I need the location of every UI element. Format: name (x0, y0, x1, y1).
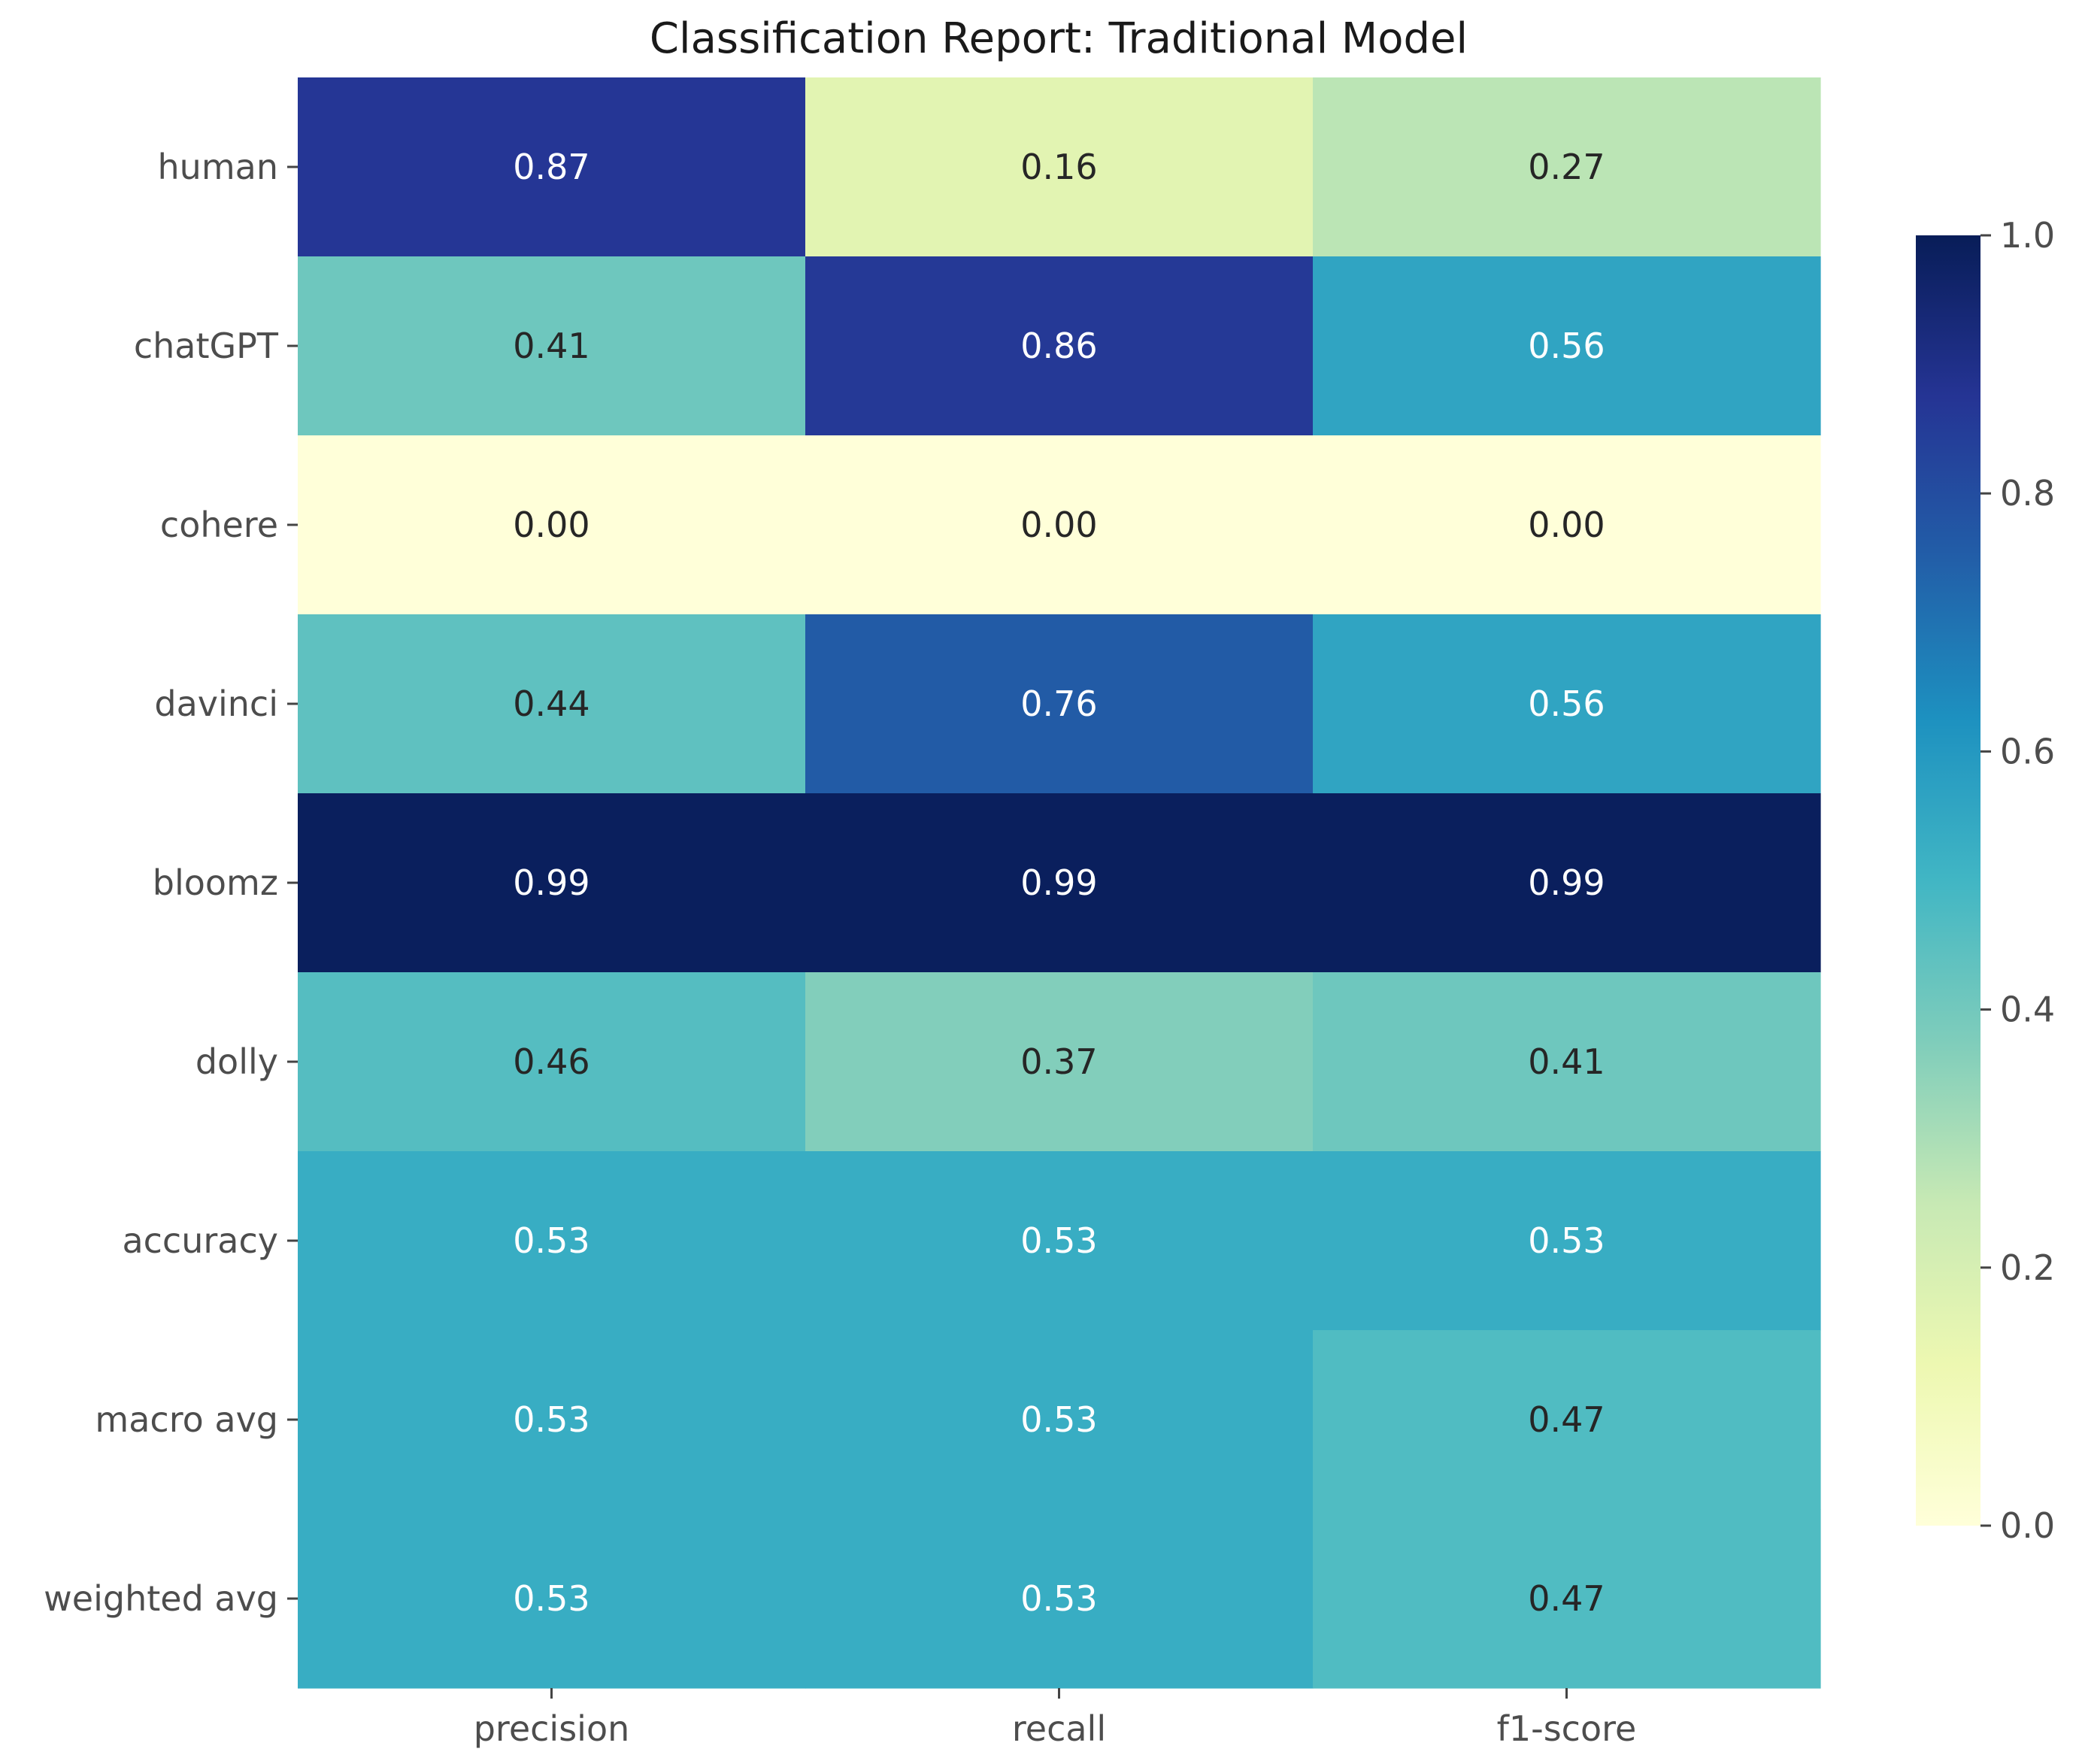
cell-weighted-avg-recall (805, 1509, 1314, 1689)
cell-value-label: 0.41 (513, 326, 589, 366)
cell-value-label: 0.87 (513, 147, 589, 187)
cell-weighted-avg-f1-score (1313, 1509, 1821, 1689)
cell-bloomz-precision (298, 793, 806, 973)
cell-human-precision (298, 77, 806, 257)
cell-bloomz-recall (805, 793, 1314, 973)
colorbar-tick-label: 0.6 (2000, 731, 2055, 771)
cell-value-label: 0.41 (1528, 1041, 1605, 1082)
cell-value-label: 0.00 (1528, 505, 1605, 545)
cell-value-label: 0.53 (1020, 1578, 1097, 1619)
colorbar-tick-label: 0.4 (2000, 990, 2055, 1030)
cell-value-label: 0.99 (1020, 862, 1097, 903)
cell-value-label: 0.56 (1528, 683, 1605, 724)
y-tick-label: cohere (160, 505, 278, 545)
cell-accuracy-recall (805, 1151, 1314, 1331)
cell-davinci-precision (298, 614, 806, 794)
chart-title: Classification Report: Traditional Model (650, 14, 1468, 63)
cell-cohere-recall (805, 435, 1314, 615)
y-tick-label: macro avg (95, 1399, 278, 1440)
cell-value-label: 0.53 (1020, 1399, 1097, 1440)
y-axis: human chatGPT cohere davinci bloomz dolly accu… (44, 147, 298, 1619)
cell-value-label: 0.00 (513, 505, 589, 545)
y-tick-label: accuracy (122, 1220, 278, 1261)
cell-annotations: 0.87 0.16 0.27 0.41 0.86 0.56 0.00 0.00 0.00 0.44… (513, 147, 1605, 1619)
heatmap-cells (298, 77, 1821, 1689)
cell-value-label: 0.99 (1528, 862, 1605, 903)
cell-value-label: 0.56 (1528, 326, 1605, 366)
cell-value-label: 0.53 (513, 1399, 589, 1440)
cell-cohere-precision (298, 435, 806, 615)
cell-davinci-recall (805, 614, 1314, 794)
cell-weighted-avg-precision (298, 1509, 806, 1689)
cell-value-label: 0.53 (513, 1220, 589, 1261)
cell-accuracy-precision (298, 1151, 806, 1331)
cell-chatGPT-f1-score (1313, 256, 1821, 436)
y-tick-label: dolly (195, 1041, 278, 1082)
colorbar-tick-label: 0.2 (2000, 1247, 2055, 1288)
cell-value-label: 0.53 (513, 1578, 589, 1619)
colorbar (1916, 235, 1980, 1526)
cell-value-label: 0.47 (1528, 1399, 1605, 1440)
cell-chatGPT-precision (298, 256, 806, 436)
cell-value-label: 0.99 (513, 862, 589, 903)
cell-macro-avg-f1-score (1313, 1330, 1821, 1510)
cell-value-label: 0.53 (1528, 1220, 1605, 1261)
cell-value-label: 0.16 (1020, 147, 1097, 187)
colorbar-ticks: 0.0 0.2 0.4 0.6 0.8 1.0 (1980, 215, 2055, 1546)
x-tick-label: f1-score (1497, 1708, 1637, 1749)
cell-accuracy-f1-score (1313, 1151, 1821, 1331)
colorbar-tick-label: 0.0 (2000, 1505, 2055, 1546)
cell-davinci-f1-score (1313, 614, 1821, 794)
cell-bloomz-f1-score (1313, 793, 1821, 973)
cell-value-label: 0.46 (513, 1041, 589, 1082)
cell-value-label: 0.76 (1020, 683, 1097, 724)
x-axis: precision recall f1-score (474, 1688, 1637, 1749)
y-tick-label: weighted avg (44, 1578, 278, 1619)
cell-dolly-precision (298, 972, 806, 1152)
cell-value-label: 0.00 (1020, 505, 1097, 545)
cell-value-label: 0.44 (513, 683, 589, 724)
cell-human-f1-score (1313, 77, 1821, 257)
cell-human-recall (805, 77, 1314, 257)
colorbar-tick-label: 0.8 (2000, 473, 2055, 514)
cell-macro-avg-precision (298, 1330, 806, 1510)
cell-chatGPT-recall (805, 256, 1314, 436)
cell-dolly-f1-score (1313, 972, 1821, 1152)
y-tick-label: chatGPT (134, 326, 279, 366)
cell-value-label: 0.37 (1020, 1041, 1097, 1082)
cell-macro-avg-recall (805, 1330, 1314, 1510)
cell-value-label: 0.47 (1528, 1578, 1605, 1619)
y-tick-label: human (158, 147, 278, 187)
x-tick-label: recall (1012, 1708, 1106, 1749)
cell-value-label: 0.27 (1528, 147, 1605, 187)
cell-value-label: 0.86 (1020, 326, 1097, 366)
x-tick-label: precision (474, 1708, 630, 1749)
cell-cohere-f1-score (1313, 435, 1821, 615)
cell-value-label: 0.53 (1020, 1220, 1097, 1261)
colorbar-tick-label: 1.0 (2000, 215, 2055, 256)
y-tick-label: davinci (154, 683, 278, 724)
y-tick-label: bloomz (153, 862, 278, 903)
cell-dolly-recall (805, 972, 1314, 1152)
